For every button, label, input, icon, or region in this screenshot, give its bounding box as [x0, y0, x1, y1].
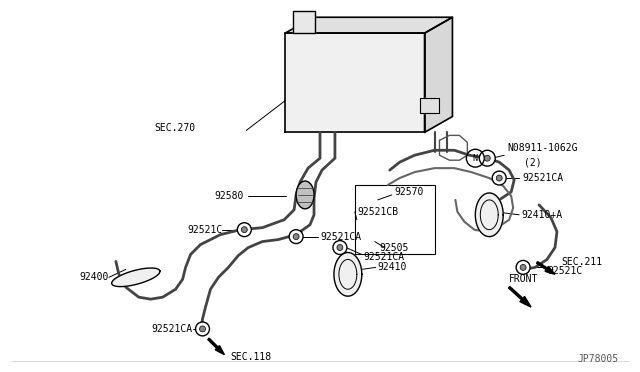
Text: 92521CA: 92521CA: [522, 173, 563, 183]
Text: SEC.211: SEC.211: [561, 257, 602, 267]
Circle shape: [516, 260, 530, 274]
Text: 92521C: 92521C: [187, 225, 223, 235]
Text: 92410: 92410: [378, 262, 407, 272]
Circle shape: [496, 175, 502, 181]
FancyArrow shape: [208, 338, 225, 355]
Polygon shape: [285, 17, 452, 33]
Polygon shape: [476, 193, 503, 237]
Text: N: N: [473, 154, 478, 163]
Polygon shape: [285, 33, 424, 132]
Text: 92521CA: 92521CA: [364, 253, 405, 263]
Circle shape: [333, 241, 347, 254]
Text: 92505: 92505: [380, 243, 409, 253]
Circle shape: [196, 322, 209, 336]
Text: 92570: 92570: [395, 187, 424, 197]
Circle shape: [237, 223, 252, 237]
Text: 92410+A: 92410+A: [521, 210, 563, 220]
Text: JP78005: JP78005: [577, 354, 619, 364]
Circle shape: [479, 150, 495, 166]
Circle shape: [484, 155, 490, 161]
Text: 92521CB: 92521CB: [358, 207, 399, 217]
Text: 92521C: 92521C: [547, 266, 582, 276]
FancyArrow shape: [536, 262, 555, 274]
Polygon shape: [424, 17, 452, 132]
Circle shape: [289, 230, 303, 244]
Circle shape: [293, 234, 299, 240]
Bar: [355, 185, 435, 254]
Circle shape: [337, 244, 343, 250]
Text: SEC.270: SEC.270: [154, 124, 196, 134]
Text: 92521CA: 92521CA: [152, 324, 193, 334]
Ellipse shape: [296, 181, 314, 209]
Polygon shape: [334, 253, 362, 296]
Polygon shape: [420, 98, 440, 113]
Text: SEC.118: SEC.118: [230, 352, 271, 362]
Text: 92400: 92400: [79, 272, 109, 282]
Circle shape: [520, 264, 526, 270]
FancyArrow shape: [509, 286, 531, 307]
Text: 92521CA: 92521CA: [320, 232, 361, 242]
Polygon shape: [112, 268, 160, 286]
Circle shape: [492, 171, 506, 185]
Circle shape: [241, 227, 247, 232]
Text: N08911-1062G: N08911-1062G: [507, 143, 578, 153]
Text: 92580: 92580: [214, 191, 243, 201]
Text: (2): (2): [524, 157, 541, 167]
Polygon shape: [293, 11, 315, 33]
Text: FRONT: FRONT: [509, 274, 538, 284]
Circle shape: [200, 326, 205, 332]
